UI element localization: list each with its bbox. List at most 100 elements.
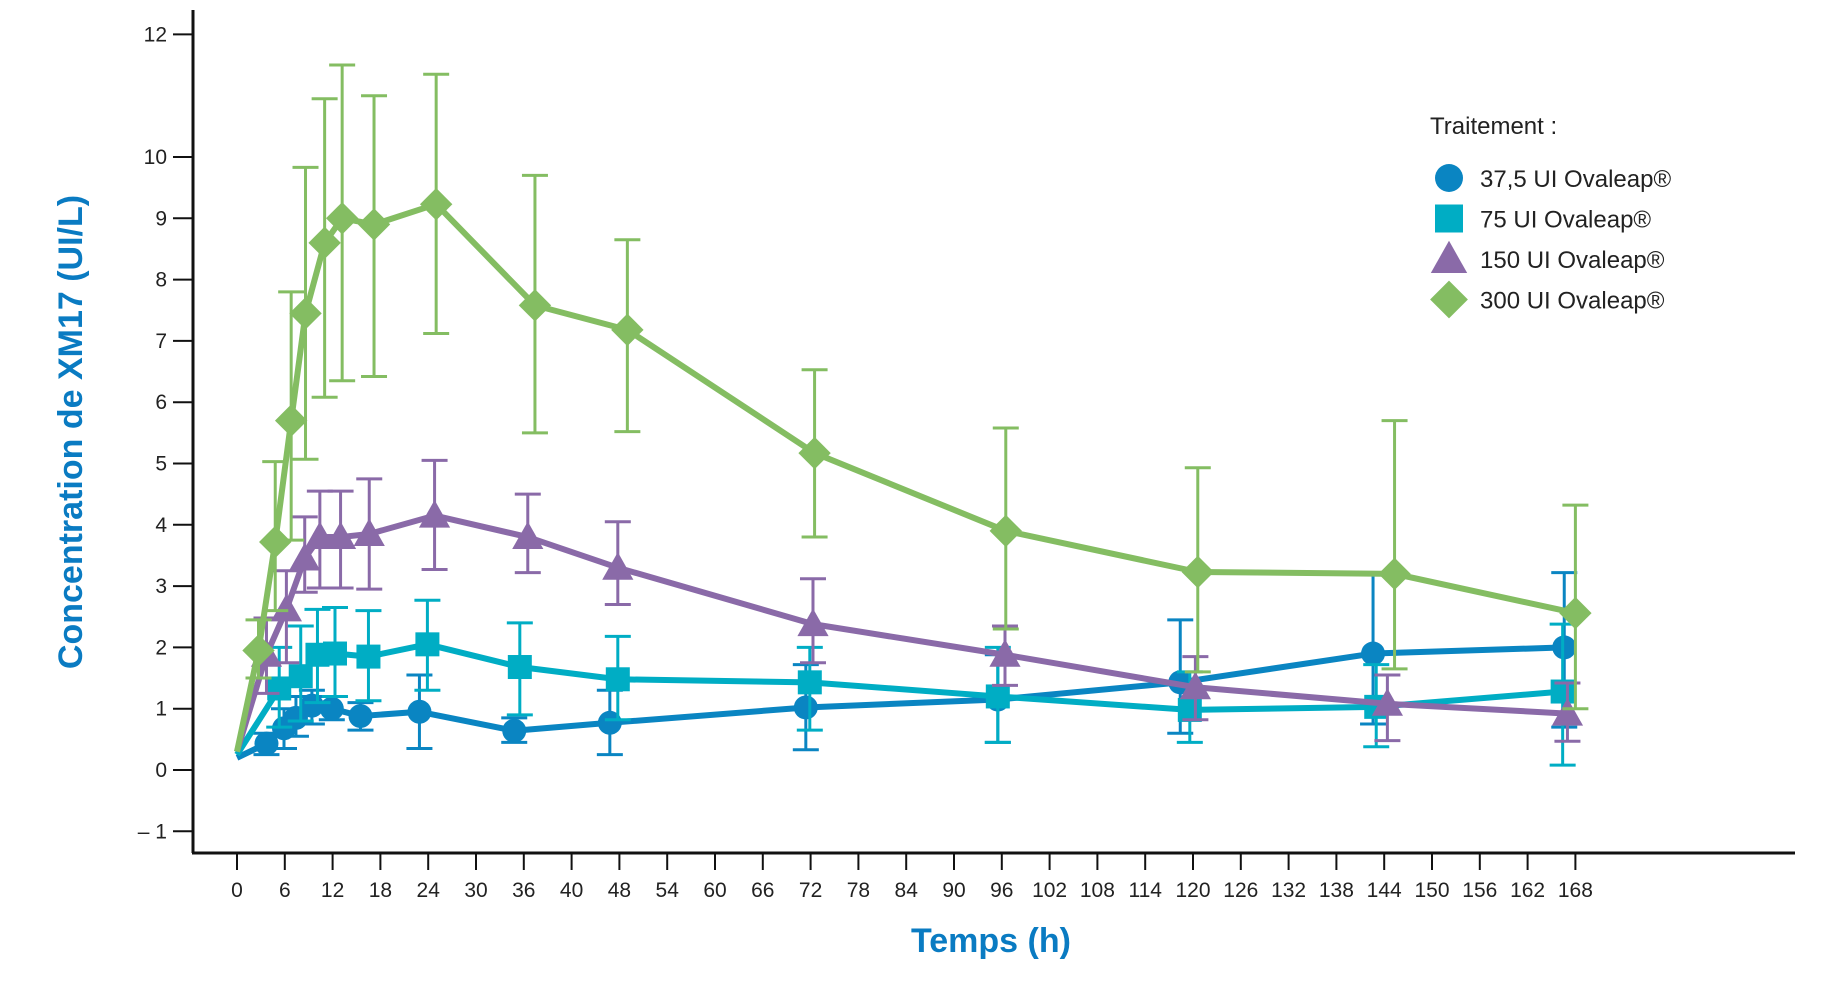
- series-line: [234, 201, 1577, 753]
- diamond-marker: [989, 514, 1022, 548]
- x-tick-label: 90: [942, 879, 965, 902]
- triangle-marker: [1371, 688, 1403, 716]
- y-tick-label: 8: [155, 269, 167, 292]
- y-tick-label: 4: [155, 514, 167, 537]
- y-tick-label: 6: [155, 391, 167, 414]
- square-marker: [605, 667, 630, 692]
- circle-marker: [1552, 635, 1577, 660]
- diamond-marker: [1430, 280, 1468, 319]
- x-tick-label: 12: [321, 879, 344, 902]
- y-tick-label: 2: [155, 636, 167, 659]
- square-marker: [1177, 697, 1202, 722]
- circle-marker: [1435, 164, 1463, 192]
- x-tick-label: 6: [279, 879, 291, 902]
- circle-marker: [407, 699, 432, 724]
- x-tick-label: 36: [512, 879, 535, 902]
- triangle-marker: [797, 608, 829, 637]
- x-tick-label: 144: [1367, 879, 1402, 902]
- x-tick-label: 102: [1032, 879, 1067, 902]
- x-tick-label: 84: [895, 879, 919, 902]
- y-tick-label: 3: [155, 575, 167, 598]
- diamond-marker: [611, 313, 644, 347]
- legend-item-label: 150 UI Ovaleap®: [1480, 247, 1665, 274]
- x-tick-label: 24: [417, 879, 441, 902]
- series-triangle: [234, 458, 1584, 753]
- x-tick-label: 138: [1319, 879, 1354, 902]
- square-marker: [356, 644, 381, 669]
- x-axis-title: Temps (h): [911, 922, 1071, 960]
- x-tick-label: 72: [799, 879, 822, 902]
- y-tick-label: 10: [144, 146, 167, 169]
- diamond-marker: [798, 436, 831, 470]
- legend-item-label: 37,5 UI Ovaleap®: [1480, 166, 1671, 193]
- square-marker: [415, 632, 440, 657]
- triangle-marker: [289, 542, 321, 571]
- circle-marker: [254, 731, 279, 756]
- diamond-marker: [1559, 596, 1592, 630]
- series-group: [234, 63, 1592, 767]
- x-tick-label: 0: [231, 879, 243, 902]
- triangle-marker: [1179, 671, 1211, 700]
- triangle-marker: [602, 552, 634, 580]
- triangle-marker: [270, 593, 302, 622]
- circle-marker: [502, 718, 527, 743]
- x-tick-label: 30: [464, 879, 487, 902]
- y-tick-label: 7: [155, 330, 167, 353]
- diamond-marker: [419, 188, 453, 221]
- square-marker: [288, 664, 313, 689]
- x-tick-label: 48: [608, 879, 631, 902]
- diamond-marker: [357, 208, 391, 241]
- x-tick-label: 150: [1414, 879, 1449, 902]
- square-marker: [1435, 204, 1463, 233]
- y-tick-label: – 1: [138, 820, 167, 843]
- diamond-marker: [289, 297, 322, 330]
- circle-marker: [319, 696, 344, 721]
- diamond-marker: [259, 525, 292, 559]
- square-marker: [507, 655, 532, 680]
- legend-title: Traitement :: [1430, 113, 1557, 140]
- triangle-marker: [512, 521, 544, 550]
- triangle-marker: [324, 521, 357, 550]
- x-tick-label: 66: [751, 879, 774, 902]
- x-tick-label: 162: [1510, 879, 1545, 902]
- x-tick-label: 168: [1558, 879, 1593, 902]
- x-tick-label: 60: [703, 879, 726, 902]
- x-tick-label: 96: [990, 879, 1013, 902]
- x-tick-label: 156: [1462, 879, 1497, 902]
- y-tick-label: 1: [155, 698, 167, 721]
- legend: Traitement : 37,5 UI Ovaleap® 75 UI Ovalea…: [1430, 113, 1671, 319]
- x-tick-label: 54: [656, 879, 680, 902]
- triangle-marker: [304, 521, 336, 550]
- series-diamond: [234, 63, 1592, 753]
- circle-marker: [597, 710, 622, 735]
- triangle-marker: [1430, 240, 1468, 273]
- x-tick-label: 120: [1175, 879, 1210, 902]
- x-tick-label: 132: [1271, 879, 1306, 902]
- y-tick-label: 0: [155, 759, 167, 782]
- circle-marker: [793, 695, 818, 720]
- triangle-marker: [1551, 698, 1584, 726]
- circle-marker: [1361, 641, 1386, 666]
- x-tick-label: 126: [1223, 879, 1258, 902]
- square-marker: [322, 641, 347, 666]
- y-tick-label: 12: [144, 23, 167, 46]
- square-marker: [267, 676, 292, 701]
- legend-item-label: 300 UI Ovaleap®: [1480, 288, 1665, 315]
- diamond-marker: [1378, 557, 1411, 591]
- x-tick-label: 108: [1080, 879, 1115, 902]
- diamond-marker: [325, 202, 359, 235]
- x-tick-label: 18: [369, 879, 392, 902]
- triangle-marker: [989, 639, 1021, 667]
- square-marker: [797, 670, 822, 695]
- square-marker: [985, 684, 1010, 709]
- x-tick-label: 40: [560, 879, 583, 902]
- x-tick-label: 78: [847, 879, 870, 902]
- x-tick-label: 114: [1128, 879, 1162, 902]
- series-square: [234, 598, 1576, 767]
- y-tick-label: 9: [155, 207, 167, 230]
- diamond-marker: [518, 289, 552, 322]
- triangle-marker: [418, 500, 451, 528]
- y-tick-label: 5: [155, 453, 167, 476]
